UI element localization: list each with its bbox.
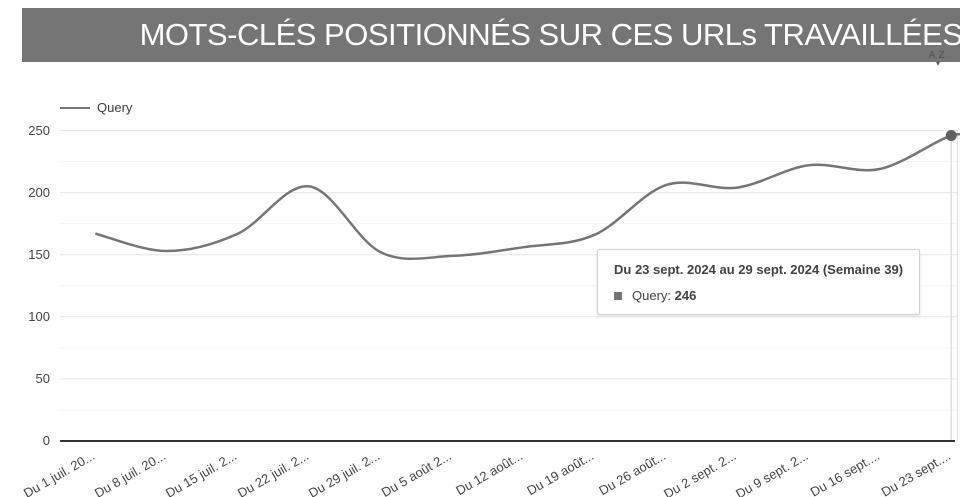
tooltip-series-label: Query: bbox=[632, 288, 672, 303]
query-line-chart[interactable]: Query 0 50 100 150 200 250 Du 1 juil. 20... Du… bbox=[0, 62, 960, 497]
legend-line-swatch-icon bbox=[60, 106, 90, 109]
sort-down-arrow-icon: ▾ bbox=[935, 59, 940, 68]
sort-az-icon[interactable]: AZ ▾ bbox=[924, 51, 952, 68]
report-title-banner: MOTS-CLÉS POSITIONNÉS SUR CES URLs TRAVA… bbox=[22, 8, 960, 62]
query-series-line bbox=[94, 132, 960, 261]
tooltip-title: Du 23 sept. 2024 au 29 sept. 2024 (Semai… bbox=[614, 262, 904, 277]
tooltip-series-row: Query: 246 bbox=[614, 288, 903, 303]
tooltip-series-value: 246 bbox=[674, 288, 697, 303]
tooltip: Du 23 sept. 2024 au 29 sept. 2024 (Semai… bbox=[597, 249, 921, 315]
legend-label: Query bbox=[97, 100, 133, 115]
sort-az-letters: AZ bbox=[928, 50, 948, 61]
page-title: MOTS-CLÉS POSITIONNÉS SUR CES URLs TRAVA… bbox=[139, 17, 960, 52]
chart-legend: Query bbox=[60, 100, 132, 115]
series-swatch-icon bbox=[614, 291, 622, 300]
data-point-marker[interactable] bbox=[945, 129, 957, 141]
